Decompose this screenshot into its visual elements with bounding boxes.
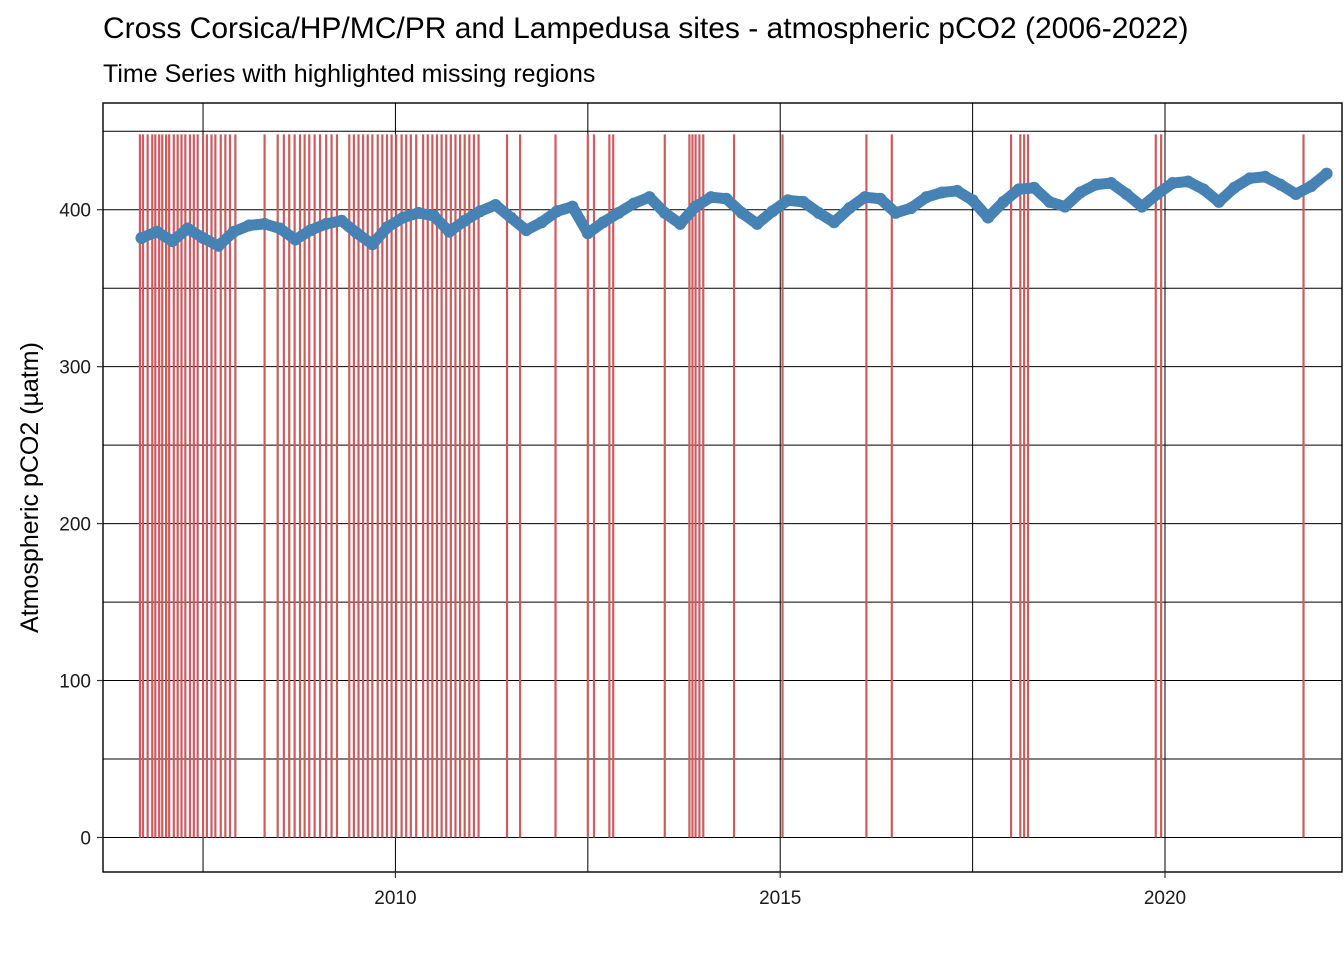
y-tick-label: 100 bbox=[59, 672, 91, 693]
axis-ticks: 0 100 200 300 400 2010 2015 2020 bbox=[59, 201, 1186, 909]
y-tick-label: 400 bbox=[59, 201, 91, 222]
x-tick-label: 2015 bbox=[759, 888, 801, 909]
grid-lines bbox=[103, 103, 1342, 872]
chart-title: Cross Corsica/HP/MC/PR and Lampedusa sit… bbox=[103, 12, 1189, 45]
missing-regions bbox=[138, 134, 1305, 838]
series-points bbox=[135, 167, 1333, 252]
data-point bbox=[1320, 167, 1333, 180]
y-tick-label: 300 bbox=[59, 358, 91, 379]
chart-subtitle: Time Series with highlighted missing reg… bbox=[103, 60, 596, 88]
y-tick-label: 0 bbox=[80, 828, 91, 849]
x-tick-label: 2020 bbox=[1144, 888, 1186, 909]
plot-frame bbox=[102, 102, 1343, 873]
y-axis-title: Atmospheric pCO2 (µatm) bbox=[16, 342, 44, 633]
y-tick-label: 200 bbox=[59, 515, 91, 536]
x-tick-label: 2010 bbox=[374, 888, 416, 909]
